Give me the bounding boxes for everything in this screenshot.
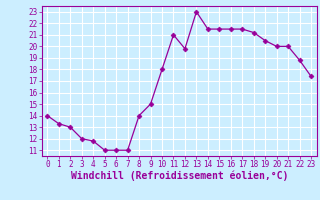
X-axis label: Windchill (Refroidissement éolien,°C): Windchill (Refroidissement éolien,°C) [70, 171, 288, 181]
